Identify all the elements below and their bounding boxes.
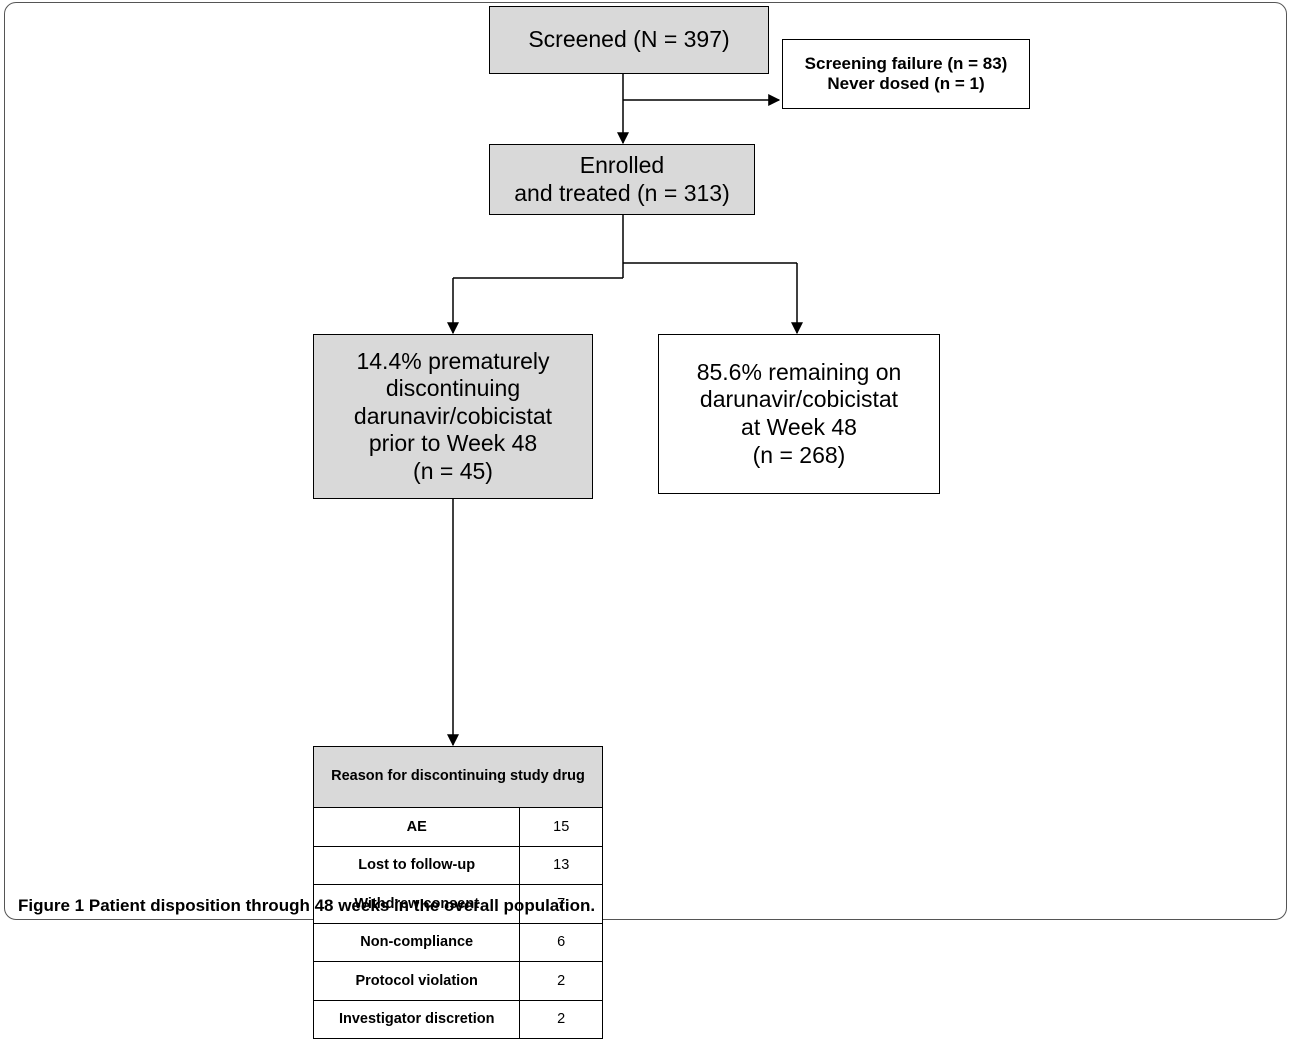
reason-cell: Investigator discretion [312, 999, 521, 1039]
discontinued-box: 14.4% prematurely discontinuing darunavi… [313, 334, 593, 499]
discontinued-line-3: darunavir/cobicistat [353, 402, 553, 429]
count-cell: 13 [519, 845, 603, 885]
enrolled-line-2: and treated (n = 313) [514, 179, 730, 206]
reasons-table-header: Reason for discontinuing study drug [313, 746, 603, 808]
screened-line-1: Screened (N = 397) [528, 26, 730, 53]
enrolled-line-1: Enrolled [579, 151, 665, 178]
table-row: Non-compliance 6 [312, 922, 603, 962]
table-row: Withdrew consent 7 [312, 884, 603, 924]
figure-caption: Figure 1 Patient disposition through 48 … [18, 896, 595, 916]
remaining-line-1: 85.6% remaining on [696, 358, 902, 385]
discontinued-line-1: 14.4% prematurely [356, 347, 550, 374]
count-cell: 15 [519, 807, 603, 847]
remaining-line-2: darunavir/cobicistat [699, 386, 899, 413]
screened-box: Screened (N = 397) [489, 6, 769, 74]
remaining-box: 85.6% remaining on darunavir/cobicistat … [658, 334, 940, 494]
caption-text: Patient disposition through 48 weeks in … [88, 896, 596, 915]
excluded-line-1: Screening failure (n = 83) [804, 53, 1008, 73]
discontinued-line-2: discontinuing [385, 375, 521, 402]
remaining-line-4: (n = 268) [752, 441, 846, 468]
reason-cell: Non-compliance [312, 922, 521, 962]
discontinued-line-4: prior to Week 48 [368, 430, 538, 457]
excluded-box: Screening failure (n = 83) Never dosed (… [782, 39, 1030, 109]
reason-cell: Withdrew consent [312, 884, 521, 924]
caption-label: Figure 1 [18, 896, 85, 915]
enrolled-box: Enrolled and treated (n = 313) [489, 144, 755, 215]
count-cell: 2 [519, 999, 603, 1039]
reason-cell: Protocol violation [312, 961, 521, 1001]
remaining-line-3: at Week 48 [741, 414, 857, 440]
count-cell: 6 [519, 922, 603, 962]
reasons-table: Reason for discontinuing study drug AE 1… [312, 746, 603, 1039]
table-row: Protocol violation 2 [312, 961, 603, 1001]
table-row: AE 15 [312, 807, 603, 847]
reason-cell: Lost to follow-up [312, 845, 521, 885]
discontinued-line-5: (n = 45) [413, 457, 493, 484]
table-row: Investigator discretion 2 [312, 999, 603, 1039]
connector-arrows [447, 74, 803, 747]
count-cell: 2 [519, 961, 603, 1001]
figure-frame [4, 2, 1287, 920]
reason-cell: AE [312, 807, 521, 847]
table-row: Lost to follow-up 13 [312, 845, 603, 885]
excluded-line-2: Never dosed (n = 1) [827, 74, 985, 93]
